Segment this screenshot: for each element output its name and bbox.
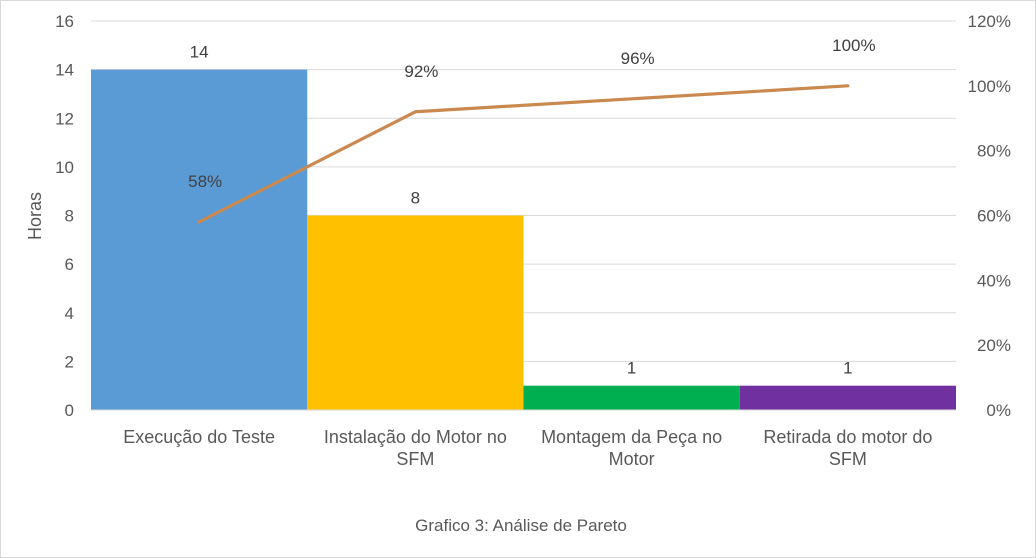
y-tick-label: 2 [65, 352, 74, 371]
x-category-label: Instalação do Motor no SFM [324, 427, 507, 469]
x-category-label-line: Motor [609, 449, 655, 469]
y2-tick-label: 100% [968, 77, 1011, 96]
y2-tick-label: 60% [977, 207, 1011, 226]
x-category-label: Montagem da Peça no Motor [541, 427, 722, 469]
line-value-label: 96% [621, 49, 655, 68]
y2-tick-label: 80% [977, 142, 1011, 161]
bar [739, 385, 956, 410]
y-tick-label: 8 [65, 207, 74, 226]
y2-tick-label: 20% [977, 336, 1011, 355]
y-tick-label: 14 [55, 61, 74, 80]
y2-tick-label: 120% [968, 12, 1011, 31]
bar-value-label: 1 [627, 359, 636, 378]
axes: 0 2 4 6 8 10 12 14 16 0% 20% 40% 60% 80% 100% 120% Execu… [55, 12, 1011, 469]
x-category-label-line: SFM [396, 449, 434, 469]
x-category-label-line: Execução do Teste [123, 427, 275, 447]
line-value-label: 58% [188, 172, 222, 191]
bar-value-label: 14 [190, 43, 209, 62]
bar-value-label: 1 [843, 359, 852, 378]
y-tick-label: 6 [65, 255, 74, 274]
bars [91, 69, 956, 410]
x-category-label: Execução do Teste [123, 427, 275, 447]
y2-tick-label: 40% [977, 271, 1011, 290]
bar [307, 215, 524, 410]
x-category-label-line: Instalação do Motor no [324, 427, 507, 447]
cumulative-line-group [197, 84, 850, 224]
x-category-label-line: Retirada do motor do [763, 427, 932, 447]
y-tick-label: 16 [55, 12, 74, 31]
x-category-label-line: Montagem da Peça no [541, 427, 722, 447]
y-tick-label: 12 [55, 109, 74, 128]
y-tick-label: 4 [65, 304, 74, 323]
x-category-label-line: SFM [829, 449, 867, 469]
line-value-label: 100% [832, 36, 875, 55]
line-value-label: 92% [404, 62, 438, 81]
chart-caption: Grafico 3: Análise de Pareto [415, 516, 627, 535]
bar [523, 385, 740, 410]
y2-tick-label: 0% [986, 401, 1011, 420]
bar-value-label: 8 [411, 189, 420, 208]
x-category-label: Retirada do motor do SFM [763, 427, 932, 469]
y-tick-label: 0 [65, 401, 74, 420]
bar [91, 69, 308, 410]
data-labels: 14 8 1 1 58% 92% 96% 100% [188, 36, 876, 378]
y-tick-label: 10 [55, 158, 74, 177]
cumulative-line [197, 84, 850, 224]
y-axis-title: Horas [25, 192, 45, 240]
